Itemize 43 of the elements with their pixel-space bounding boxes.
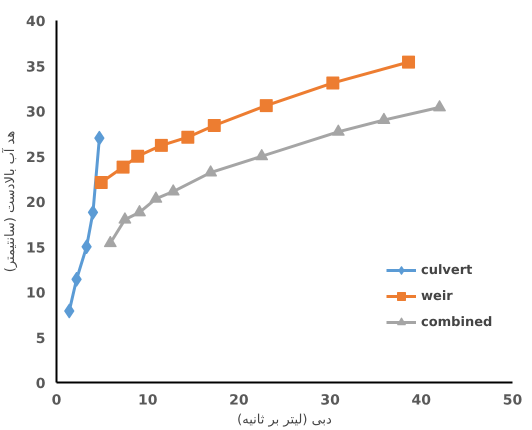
legend-label: weir [421,288,454,304]
point [118,212,132,224]
point [149,191,162,203]
point [326,76,340,90]
point [88,204,98,220]
x-tick-label: 0 [52,392,62,408]
point [116,160,130,174]
point [260,99,273,112]
x-tick-label: 10 [138,392,158,408]
point [377,112,390,124]
legend-label: combined [421,314,494,330]
y-tick-label: 20 [26,195,46,211]
point [433,100,446,112]
y-tick-label: 40 [26,14,46,30]
point [166,184,180,196]
point [208,118,221,132]
y-tick-label: 25 [26,150,46,166]
y-tick-label: 0 [36,376,46,392]
y-tick-label: 10 [26,286,46,302]
y-tick-label: 30 [26,104,46,120]
point [131,150,144,163]
x-tick-label: 40 [412,392,432,408]
x-tick-label: 30 [320,392,340,408]
point [104,236,117,248]
point [94,130,105,146]
y-tick-label: 35 [26,59,46,76]
y-tick-label: 15 [26,240,46,256]
point [94,176,108,189]
x-tick-label: 20 [229,392,249,408]
x-axis-title: دبی (لیتر بر ثانیه) [237,412,332,428]
y-tick-label: 5 [36,330,46,347]
point [132,204,146,216]
legend-label: culvert [421,262,474,278]
point [402,56,416,69]
point [154,138,168,152]
point [181,130,194,144]
point [71,272,82,287]
point [81,239,92,254]
point [255,148,268,160]
y-axis-title: هد آب بالادست (سانتیمتر) [1,130,18,272]
x-tick-label: 50 [502,392,522,408]
point [204,165,218,177]
point [332,124,345,136]
